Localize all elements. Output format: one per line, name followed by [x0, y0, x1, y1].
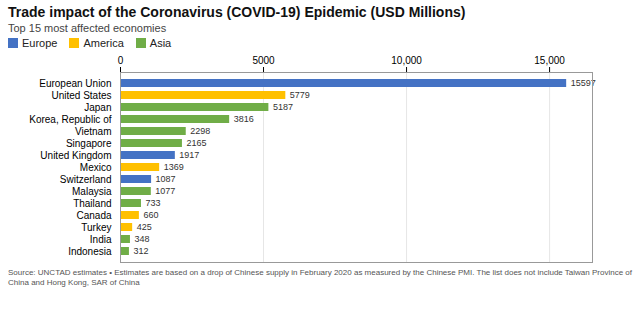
svg-text:United States: United States [51, 90, 111, 101]
svg-text:0: 0 [118, 55, 124, 66]
html-text:Trade impact of the Coronaviru: Trade impact of the Coronavirus (COVID-1… [8, 4, 466, 20]
svg-text:Korea, Republic of: Korea, Republic of [29, 114, 111, 125]
svg-text:Vietnam: Vietnam [75, 126, 112, 137]
svg-text:Switzerland: Switzerland [60, 174, 112, 185]
svg-text:Turkey: Turkey [81, 222, 111, 233]
svg-text:United Kingdom: United Kingdom [40, 150, 111, 161]
svg-text:Malaysia: Malaysia [72, 186, 112, 197]
svg-text:733: 733 [145, 198, 160, 208]
svg-text:European Union: European Union [39, 78, 111, 89]
svg-text:Canada: Canada [76, 210, 111, 221]
html-text:Asia: Asia [149, 37, 172, 49]
svg-text:Japan: Japan [84, 102, 111, 113]
svg-text:Thailand: Thailand [73, 198, 111, 209]
svg-text:India: India [90, 234, 112, 245]
svg-text:312: 312 [133, 246, 148, 256]
svg-text:10,000: 10,000 [391, 55, 422, 66]
svg-text:5187: 5187 [273, 102, 293, 112]
svg-text:348: 348 [134, 234, 149, 244]
html-text:Top 15 most affected economies: Top 15 most affected economies [8, 22, 167, 34]
svg-text:Indonesia: Indonesia [68, 246, 112, 257]
svg-text:1077: 1077 [155, 186, 175, 196]
svg-text:1917: 1917 [179, 150, 199, 160]
svg-text:15,000: 15,000 [534, 55, 565, 66]
svg-text:3816: 3816 [234, 114, 254, 124]
svg-text:1369: 1369 [164, 162, 184, 172]
svg-text:2165: 2165 [186, 138, 206, 148]
svg-text:Singapore: Singapore [66, 138, 112, 149]
svg-text:425: 425 [137, 222, 152, 232]
svg-text:5779: 5779 [290, 90, 310, 100]
svg-text:660: 660 [143, 210, 158, 220]
svg-text:5000: 5000 [252, 55, 275, 66]
html-text:America: America [83, 37, 124, 49]
svg-text:15597: 15597 [571, 78, 596, 88]
html-text:Europe: Europe [22, 37, 58, 49]
html-text:Source: UNCTAD estimates • Est: Source: UNCTAD estimates • Estimates are… [8, 268, 632, 287]
svg-text:2298: 2298 [190, 126, 210, 136]
svg-text:1087: 1087 [156, 174, 176, 184]
svg-text:Mexico: Mexico [80, 162, 112, 173]
